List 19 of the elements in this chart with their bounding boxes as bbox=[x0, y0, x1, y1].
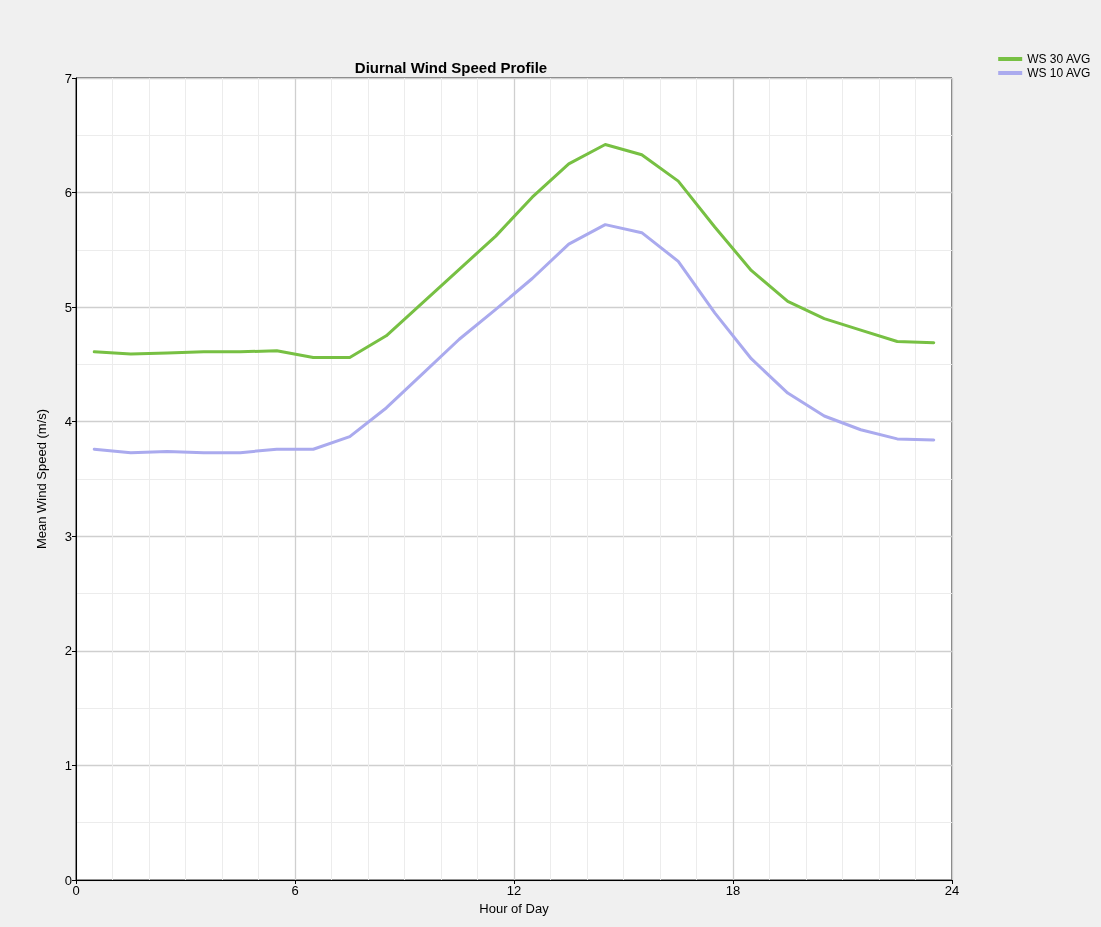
line-series bbox=[92, 142, 936, 360]
x-tick-label: 12 bbox=[506, 883, 522, 898]
y-tick-label: 6 bbox=[64, 185, 72, 201]
y-axis-title: Mean Wind Speed (m/s) bbox=[34, 408, 49, 550]
y-tick-label: 7 bbox=[64, 70, 72, 86]
x-tick-label: 6 bbox=[291, 883, 299, 898]
y-tick-label: 4 bbox=[64, 414, 72, 430]
line-series bbox=[92, 223, 936, 455]
chart-title: Diurnal Wind Speed Profile bbox=[354, 59, 548, 76]
x-tick-label: 18 bbox=[725, 883, 741, 898]
legend-label: WS 10 AVG bbox=[1027, 66, 1091, 80]
y-tick-label: 1 bbox=[64, 757, 72, 773]
y-tick-label: 0 bbox=[64, 872, 72, 888]
legend-label: WS 30 AVG bbox=[1027, 52, 1091, 66]
y-tick-label: 2 bbox=[64, 643, 72, 659]
y-tick-label: 5 bbox=[64, 299, 72, 315]
x-axis-title: Hour of Day bbox=[479, 900, 550, 916]
x-tick-label: 24 bbox=[944, 883, 960, 898]
y-tick-label: 3 bbox=[64, 528, 72, 544]
